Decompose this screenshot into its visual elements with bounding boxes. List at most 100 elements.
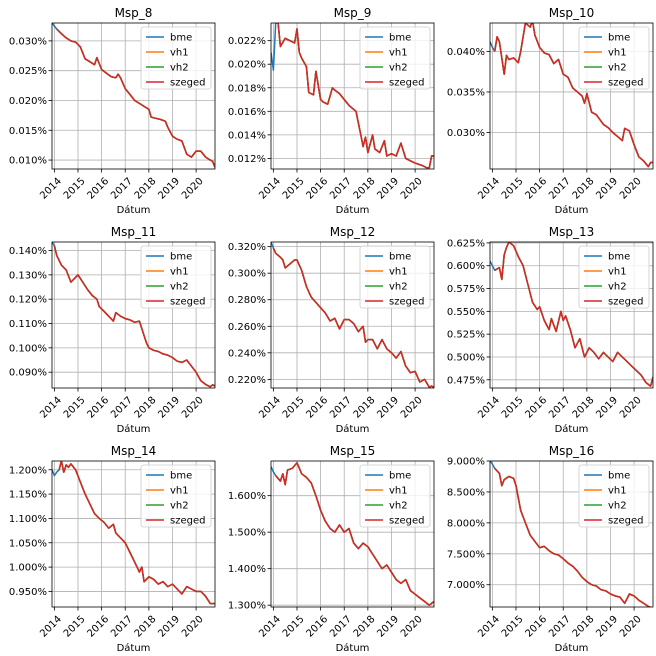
y-tick-label: 0.012%: [228, 154, 266, 165]
x-axis-label: Dátum: [336, 204, 370, 216]
legend-box: [140, 245, 212, 309]
legend-label-vh1: vh1: [170, 486, 189, 497]
x-tick-label: 2015: [500, 614, 526, 640]
y-tick-label: 1.100%: [9, 514, 47, 525]
x-tick-label: 2016: [85, 176, 111, 202]
y-tick-label: 0.220%: [228, 375, 266, 386]
y-tick-label: 0.600%: [447, 261, 485, 272]
x-tick-label: 2015: [62, 395, 88, 421]
legend: bme vh1 vh2 szeged: [359, 464, 431, 528]
y-tick-label: 0.018%: [228, 83, 266, 94]
x-axis-label: Dátum: [117, 204, 151, 216]
x-tick-label: 2019: [156, 614, 182, 640]
legend-box: [359, 245, 431, 309]
x-tick-label: 2019: [594, 614, 620, 640]
legend-label-vh2: vh2: [170, 63, 189, 74]
legend: bme vh1 vh2 szeged: [578, 245, 650, 309]
legend-label-bme: bme: [389, 471, 411, 482]
legend-box: [140, 26, 212, 90]
x-axis-label: Dátum: [555, 204, 589, 216]
x-tick-label: 2018: [352, 395, 378, 421]
legend-label-bme: bme: [170, 471, 192, 482]
x-tick-label: 2014: [38, 176, 64, 202]
x-tick-label: 2016: [304, 395, 330, 421]
x-tick-label: 2016: [304, 614, 330, 640]
x-tick-label: 2015: [500, 395, 526, 421]
y-tick-label: 0.130%: [9, 270, 47, 281]
legend: bme vh1 vh2 szeged: [140, 26, 212, 90]
x-axis-label: Dátum: [117, 642, 151, 654]
legend-label-bme: bme: [608, 471, 630, 482]
legend-label-szeged: szeged: [389, 516, 424, 527]
legend-label-szeged: szeged: [170, 78, 205, 89]
legend-label-bme: bme: [170, 252, 192, 263]
legend-label-vh1: vh1: [608, 48, 627, 59]
y-tick-label: 0.260%: [228, 322, 266, 333]
y-tick-label: 8.500%: [447, 487, 485, 498]
axes-frame: [489, 460, 654, 608]
y-tick-label: 0.014%: [228, 130, 266, 141]
x-tick-label: 2019: [594, 176, 620, 202]
legend-label-vh1: vh1: [389, 486, 408, 497]
legend-label-vh2: vh2: [608, 501, 627, 512]
x-tick-label: 2014: [257, 395, 283, 421]
y-tick-label: 0.010%: [9, 156, 47, 167]
axes-frame: [51, 241, 216, 389]
y-tick-label: 0.300%: [228, 269, 266, 280]
x-tick-label: 2017: [109, 176, 135, 202]
legend-label-vh2: vh2: [389, 63, 408, 74]
x-tick-label: 2018: [571, 395, 597, 421]
y-tick-label: 0.140%: [9, 246, 47, 257]
legend-label-vh2: vh2: [389, 501, 408, 512]
x-tick-label: 2020: [180, 395, 206, 421]
x-tick-label: 2015: [281, 176, 307, 202]
x-tick-label: 2017: [328, 614, 354, 640]
legend-box: [140, 464, 212, 528]
legend-label-szeged: szeged: [608, 297, 643, 308]
legend: bme vh1 vh2 szeged: [359, 26, 431, 90]
series-line-szeged: [272, 247, 434, 388]
y-tick-label: 7.000%: [447, 580, 485, 591]
x-tick-label: 2019: [156, 176, 182, 202]
legend-label-vh2: vh2: [608, 63, 627, 74]
legend-box: [359, 26, 431, 90]
y-tick-label: 0.500%: [447, 352, 485, 363]
x-tick-label: 2017: [547, 614, 573, 640]
x-tick-label: 2019: [375, 395, 401, 421]
x-tick-label: 2020: [618, 176, 644, 202]
axes-frame: [270, 460, 435, 608]
legend-label-vh1: vh1: [608, 486, 627, 497]
y-tick-label: 0.550%: [447, 307, 485, 318]
axes-frame: [51, 460, 216, 608]
x-tick-label: 2014: [257, 176, 283, 202]
x-tick-label: 2014: [38, 395, 64, 421]
x-tick-label: 2018: [133, 176, 159, 202]
legend-box: [578, 464, 650, 528]
y-tick-label: 0.020%: [9, 96, 47, 107]
legend-label-szeged: szeged: [170, 297, 205, 308]
subplot-title: Msp_8: [115, 6, 153, 20]
x-tick-label: 2015: [62, 614, 88, 640]
series-line-szeged: [277, 23, 434, 169]
x-tick-label: 2016: [523, 395, 549, 421]
subplot-title: Msp_15: [330, 444, 376, 458]
legend-box: [578, 245, 650, 309]
axes-frame: [270, 241, 435, 389]
y-tick-label: 0.525%: [447, 330, 485, 341]
x-tick-label: 2017: [547, 176, 573, 202]
x-tick-label: 2018: [352, 176, 378, 202]
x-tick-label: 2018: [133, 395, 159, 421]
series-line-szeged: [56, 28, 215, 168]
x-tick-label: 2020: [399, 176, 425, 202]
x-tick-label: 2017: [109, 614, 135, 640]
legend-label-bme: bme: [608, 252, 630, 263]
subplot-title: Msp_10: [549, 6, 595, 20]
y-tick-label: 0.030%: [447, 128, 485, 139]
legend: bme vh1 vh2 szeged: [359, 245, 431, 309]
